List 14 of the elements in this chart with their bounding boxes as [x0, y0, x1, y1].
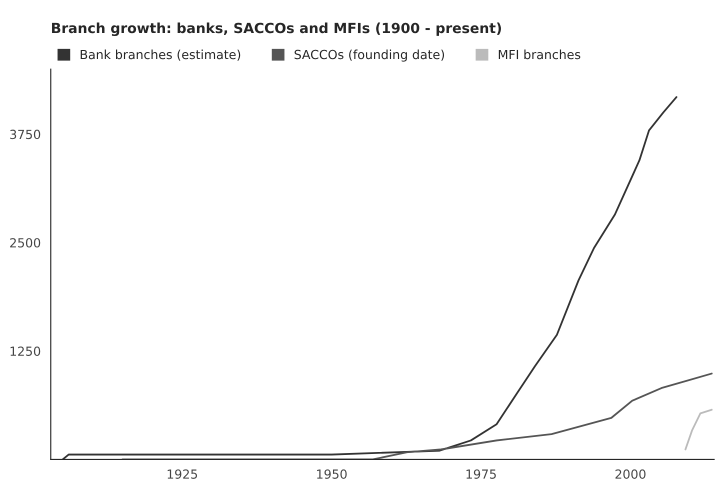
- y-tick-label: 1250: [10, 346, 40, 356]
- line-series: [122, 372, 713, 460]
- legend-label: Bank branches (estimate): [80, 50, 240, 61]
- x-tick-label: 1950: [317, 469, 347, 479]
- x-tick-label: 2000: [615, 469, 646, 479]
- y-tick-label: 3750: [10, 130, 40, 140]
- chart-title: Branch growth: banks, SACCOs and MFIs (1900 - present): [52, 22, 501, 36]
- x-tick-label: 1925: [168, 469, 198, 479]
- y-tick-label: 2500: [10, 238, 40, 248]
- line-series: [62, 96, 678, 460]
- legend-label: SACCOs (founding date): [294, 50, 444, 62]
- x-tick-label: 1975: [466, 469, 496, 479]
- line-series: [684, 408, 713, 450]
- legend-label: MFI branches: [498, 50, 580, 60]
